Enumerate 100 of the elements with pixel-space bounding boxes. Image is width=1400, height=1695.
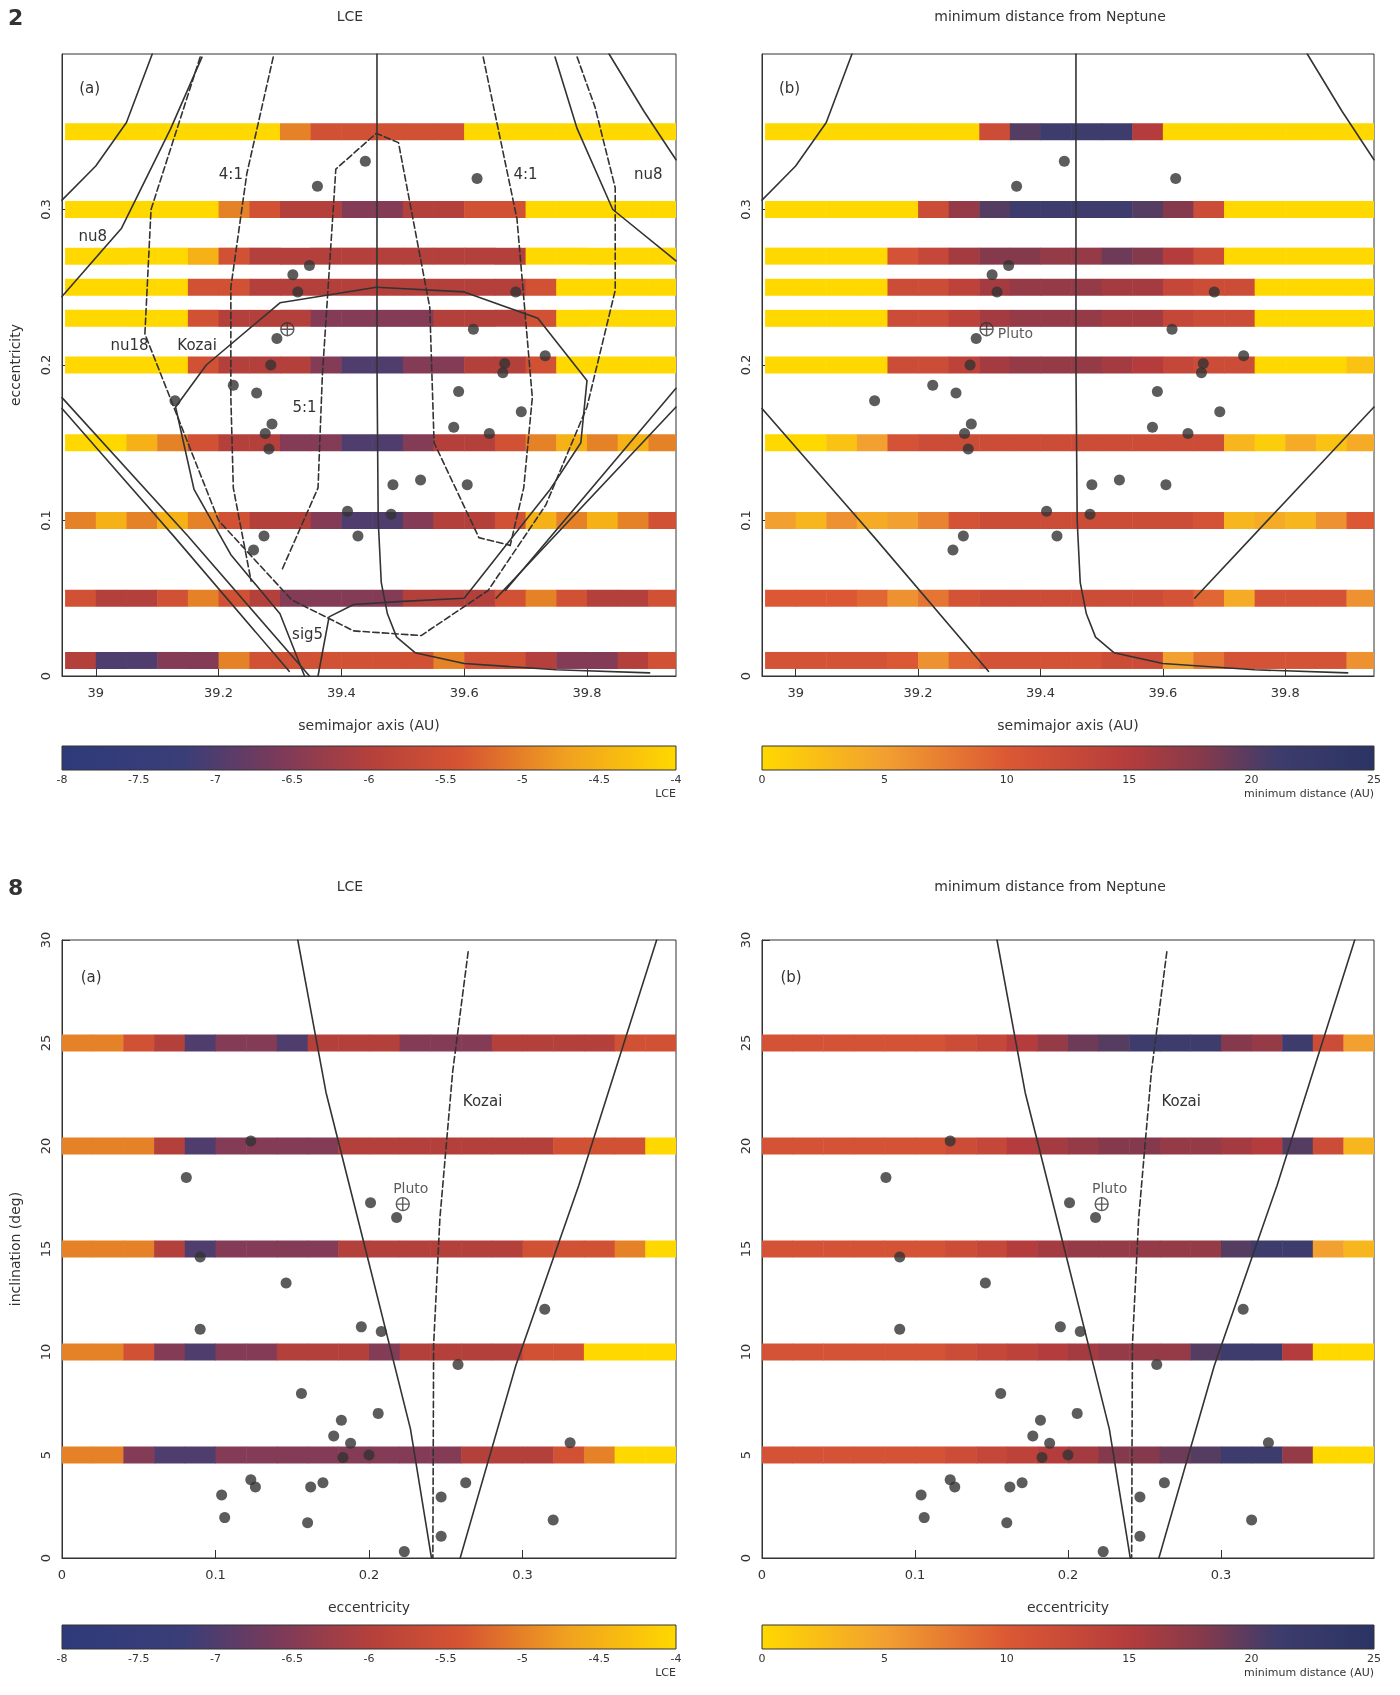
series-label: Pluto [1092,1179,1128,1196]
y-tick-label: 10 [38,1343,53,1361]
chart-title: minimum distance from Neptune [934,8,1166,24]
x-tick-label: 39 [787,685,804,700]
annotation: sig5 [292,625,324,644]
y-tick-label: 30 [738,931,753,949]
annotation: Kozai [177,335,217,354]
annotation: (a) [79,79,101,98]
x-tick-label: 39.6 [449,685,479,700]
chart-title: LCE [336,8,364,24]
color-bar-label: -4 [670,1652,682,1665]
color-bar-label: 0 [758,773,766,786]
y-tick-label: 20 [38,1137,53,1155]
y-tick-label: 0.2 [738,354,753,376]
x-axis-title: eccentricity [1027,1599,1109,1615]
y-axis-title: eccentricity [7,324,23,406]
x-tick-label: 39.8 [572,685,602,700]
color-bar-label: 5 [880,773,888,786]
chart-title: minimum distance from Neptune [934,878,1166,894]
x-tick-label: 0.1 [904,1567,926,1582]
annotation: nu8 [78,226,107,245]
y-tick-label: 5 [38,1450,53,1460]
x-tick-label: 39.4 [1025,685,1055,700]
color-bar-label: 25 [1367,773,1381,786]
x-tick-label: 0.3 [1210,1567,1232,1582]
y-tick-label: 0.1 [38,510,53,531]
y-tick-label: 15 [38,1240,53,1258]
color-bar-label: -6.5 [281,773,303,786]
text: 2 [8,4,24,30]
color-bar-title: LCE [655,787,677,800]
x-tick-label: 0.2 [358,1567,380,1582]
annotation: (b) [778,79,801,98]
x-tick-label: 0.1 [205,1567,226,1582]
annotation: nu8 [634,164,663,183]
color-bar-label: -7 [210,773,221,786]
y-tick-label: 0 [738,671,753,681]
color-bar-label: 25 [1367,1652,1381,1665]
annotation: Kozai [462,1091,503,1110]
color-bar-label: -7.5 [128,773,150,786]
color-bar-label: 20 [1244,1652,1259,1665]
annotation: 4:1 [513,164,538,183]
color-bar-label: -6 [363,773,375,786]
color-bar-label: 20 [1244,773,1259,786]
annotation: 5:1 [292,397,317,416]
x-tick-label: 39.6 [1148,685,1178,700]
y-tick-label: 20 [738,1137,753,1155]
x-tick-label: 39.4 [326,685,356,700]
annotation: nu18 [110,335,149,354]
x-tick-label: 0.2 [1057,1567,1079,1582]
color-bar-label: -6.5 [281,1652,303,1665]
x-axis-title: semimajor axis (AU) [298,717,440,733]
y-tick-label: 25 [38,1034,53,1052]
color-bar-label: 10 [999,773,1014,786]
x-axis-title: semimajor axis (AU) [997,717,1139,733]
annotation: (a) [80,968,102,987]
y-axis-title: inclination (deg) [7,1191,23,1307]
color-bar-label: 5 [880,1652,888,1665]
color-bar-label: -7 [210,1652,221,1665]
y-tick-label: 0 [38,1553,53,1563]
color-bar-label: -5.5 [435,773,457,786]
annotation: (b) [780,968,802,987]
y-tick-label: 0.3 [38,199,53,220]
y-tick-label: 0.2 [38,354,53,376]
x-tick-label: 0.3 [512,1567,533,1582]
y-tick-label: 25 [738,1034,753,1052]
color-bar-label: -5 [517,1652,528,1665]
y-tick-label: 5 [738,1450,753,1460]
color-bar-label: -8 [56,1652,68,1665]
x-tick-label: 39.2 [903,685,933,700]
color-bar-label: -8 [56,773,68,786]
y-tick-label: 0 [38,671,53,681]
chart-title: LCE [336,878,364,894]
color-bar-label: -4 [670,773,682,786]
color-bar-label: -4.5 [588,773,610,786]
color-bar-label: 15 [1122,773,1137,786]
color-bar-label: 10 [999,1652,1014,1665]
series-label: Pluto [997,325,1034,342]
color-bar-label: -6 [363,1652,375,1665]
color-bar-label: -5 [517,773,528,786]
x-tick-label: 39 [87,685,105,700]
x-tick-label: 0 [57,1567,67,1582]
x-tick-label: 39.2 [204,685,234,700]
color-bar-label: -5.5 [435,1652,457,1665]
y-tick-label: 0.1 [738,510,753,531]
color-bar-label: 15 [1122,1652,1137,1665]
color-bar-title: minimum distance (AU) [1244,1666,1374,1679]
y-tick-label: 0 [738,1553,753,1563]
text: 8 [8,874,24,900]
y-tick-label: 30 [38,931,53,949]
y-tick-label: 0.3 [738,199,753,220]
color-bar-label: -7.5 [128,1652,150,1665]
series-label: Pluto [393,1179,429,1196]
y-tick-label: 15 [738,1240,753,1258]
x-tick-label: 39.8 [1270,685,1300,700]
color-bar-label: 0 [758,1652,766,1665]
annotation: 4:1 [218,164,243,183]
color-bar-title: minimum distance (AU) [1244,787,1374,800]
x-axis-title: eccentricity [328,1599,410,1615]
color-bar-label: -4.5 [588,1652,610,1665]
annotation: Kozai [1161,1091,1201,1110]
